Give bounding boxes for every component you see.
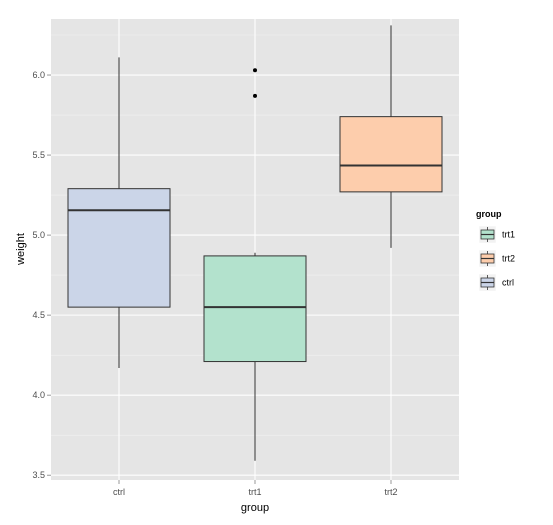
legend-label: trt1 [502,230,515,240]
y-tick-label: 4.5 [32,310,45,320]
box-body [203,255,307,363]
x-axis: ctrl trt1 trt2 [113,480,398,497]
y-tick-label: 6.0 [32,70,45,80]
legend-title: group [476,209,502,219]
x-tick-label: trt2 [384,487,397,497]
x-tick-label: ctrl [113,487,125,497]
legend-entry-trt2: trt2 [478,249,515,268]
x-axis-title: group [241,502,269,514]
y-axis: 3.5 4.0 4.5 5.0 5.5 6.0 [32,70,51,480]
box-body [67,188,171,308]
legend-entry-trt1: trt1 [478,225,515,244]
outlier-point [253,93,257,98]
y-axis-title: weight [15,233,27,266]
y-tick-label: 5.5 [32,150,45,160]
y-tick-label: 4.0 [32,390,45,400]
outlier-point [253,68,257,73]
boxes-layer [67,25,443,461]
box-ctrl [67,57,171,368]
box-trt2 [339,25,443,248]
x-tick-label: trt1 [248,487,261,497]
box-trt1 [203,68,307,461]
legend-label: trt2 [502,254,515,264]
legend-label: ctrl [502,278,514,288]
legend-entry-ctrl: ctrl [478,273,514,292]
box-body [339,116,443,193]
y-tick-label: 3.5 [32,470,45,480]
y-tick-label: 5.0 [32,230,45,240]
legend: group trt1 trt2 ctrl [476,209,515,292]
